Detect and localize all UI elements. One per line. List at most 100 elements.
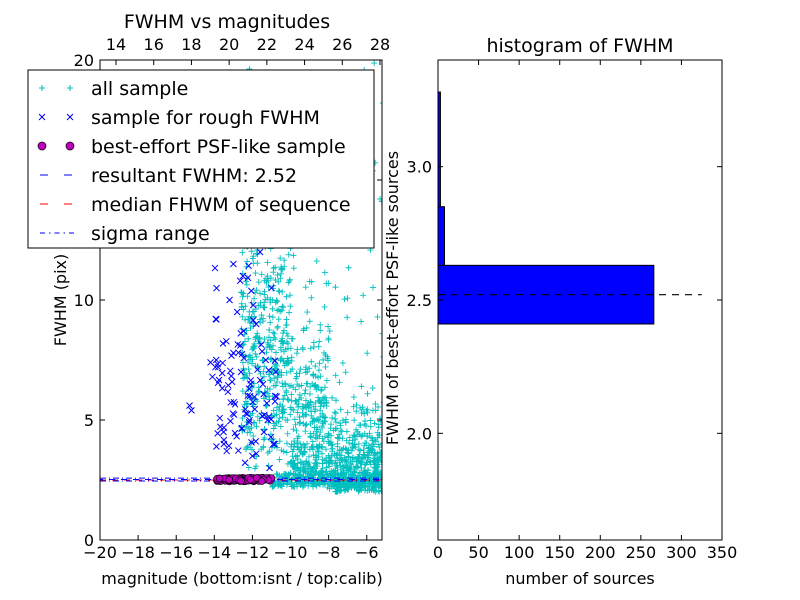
all-sample-point bbox=[325, 431, 332, 438]
all-sample-point bbox=[294, 438, 301, 445]
all-sample-point bbox=[284, 333, 291, 340]
all-sample-point bbox=[310, 444, 317, 451]
right-y-tick-label: 2.0 bbox=[407, 424, 432, 443]
all-sample-point bbox=[275, 287, 282, 294]
all-sample-point bbox=[281, 392, 288, 399]
all-sample-point bbox=[346, 434, 353, 441]
rough-sample-point bbox=[229, 410, 237, 417]
all-sample-point bbox=[252, 336, 259, 343]
all-sample-point bbox=[242, 303, 249, 310]
all-sample-point bbox=[247, 319, 254, 326]
left-top-tick-label: 28 bbox=[370, 35, 390, 54]
all-sample-point bbox=[380, 356, 382, 358]
all-sample-point bbox=[249, 308, 256, 315]
rough-sample-point bbox=[272, 368, 280, 376]
rough-sample-point bbox=[247, 287, 255, 295]
rough-sample-point bbox=[223, 337, 230, 345]
all-sample-point bbox=[307, 345, 314, 352]
all-sample-point bbox=[267, 431, 274, 438]
rough-sample-point bbox=[260, 390, 267, 398]
all-sample-point bbox=[270, 269, 277, 276]
all-sample-point bbox=[316, 433, 323, 440]
all-sample-point bbox=[337, 462, 344, 469]
all-sample-point bbox=[326, 440, 333, 447]
all-sample-point bbox=[367, 417, 374, 424]
left-x-axis-label: magnitude (bottom:isnt / top:calib) bbox=[101, 569, 382, 588]
all-sample-point bbox=[326, 463, 333, 470]
all-sample-point bbox=[277, 275, 284, 282]
rough-sample-point bbox=[273, 393, 280, 401]
rough-sample-point bbox=[227, 417, 234, 425]
all-sample-point bbox=[253, 353, 260, 360]
all-sample-point bbox=[266, 377, 273, 384]
all-sample-point bbox=[273, 297, 280, 304]
all-sample-point bbox=[380, 461, 382, 462]
all-sample-point bbox=[264, 273, 271, 280]
all-sample-point bbox=[275, 316, 282, 323]
all-sample-point bbox=[377, 483, 382, 490]
all-sample-point bbox=[290, 457, 297, 464]
left-x-tick-label: −20 bbox=[83, 543, 117, 562]
all-sample-point bbox=[255, 384, 262, 391]
all-sample-point bbox=[355, 440, 362, 447]
left-y-tick-label: 5 bbox=[84, 411, 94, 430]
legend-item: best-effort PSF-like sample bbox=[37, 136, 346, 158]
all-sample-point bbox=[261, 336, 268, 343]
left-y-tick-label: 0 bbox=[84, 531, 94, 550]
all-sample-point bbox=[305, 482, 312, 489]
all-sample-point bbox=[297, 440, 304, 447]
all-sample-point bbox=[239, 313, 246, 320]
all-sample-point bbox=[308, 408, 315, 415]
right-x-tick-label: 250 bbox=[626, 543, 657, 562]
series-sample-for-rough-fwhm bbox=[186, 200, 280, 472]
rough-sample-point bbox=[243, 410, 251, 418]
all-sample-point bbox=[270, 342, 277, 349]
all-sample-point bbox=[315, 394, 322, 401]
all-sample-point bbox=[375, 403, 382, 410]
all-sample-point bbox=[247, 444, 254, 451]
all-sample-point bbox=[303, 380, 310, 387]
all-sample-point bbox=[376, 444, 382, 451]
all-sample-point bbox=[358, 318, 365, 325]
all-sample-point bbox=[313, 460, 320, 467]
right-x-tick-label: 300 bbox=[666, 543, 697, 562]
rough-sample-point bbox=[226, 296, 233, 304]
all-sample-point bbox=[323, 280, 330, 287]
all-sample-point bbox=[288, 357, 295, 364]
all-sample-point bbox=[371, 443, 378, 450]
all-sample-point bbox=[243, 401, 250, 408]
all-sample-point bbox=[245, 366, 252, 373]
rough-sample-point bbox=[258, 348, 266, 355]
all-sample-point bbox=[375, 421, 382, 428]
all-sample-point bbox=[310, 339, 317, 346]
all-sample-point bbox=[284, 440, 291, 447]
all-sample-point bbox=[272, 349, 279, 356]
all-sample-point bbox=[318, 387, 325, 394]
all-sample-point bbox=[265, 462, 272, 469]
all-sample-point bbox=[285, 340, 292, 347]
right-x-tick-label: 200 bbox=[585, 543, 616, 562]
all-sample-point bbox=[311, 418, 318, 425]
rough-sample-point bbox=[246, 416, 253, 424]
all-sample-point bbox=[290, 265, 297, 272]
legend-item: median FHWM of sequence bbox=[38, 194, 351, 216]
all-sample-point bbox=[353, 458, 360, 465]
all-sample-point bbox=[269, 482, 276, 489]
rough-sample-point bbox=[213, 284, 220, 292]
all-sample-point bbox=[300, 420, 307, 427]
all-sample-point bbox=[379, 461, 382, 463]
all-sample-point bbox=[289, 453, 296, 460]
all-sample-point bbox=[302, 284, 309, 291]
rough-sample-point bbox=[214, 430, 222, 437]
all-sample-point bbox=[371, 471, 378, 478]
all-sample-point bbox=[285, 396, 292, 403]
all-sample-point bbox=[276, 472, 283, 479]
all-sample-point bbox=[365, 442, 372, 449]
right-x-tick-label: 150 bbox=[544, 543, 575, 562]
all-sample-point bbox=[275, 418, 282, 425]
all-sample-point bbox=[283, 322, 290, 329]
rough-sample-point bbox=[252, 438, 260, 445]
rough-sample-point bbox=[263, 399, 271, 407]
all-sample-point bbox=[303, 458, 310, 465]
all-sample-point bbox=[350, 432, 357, 439]
